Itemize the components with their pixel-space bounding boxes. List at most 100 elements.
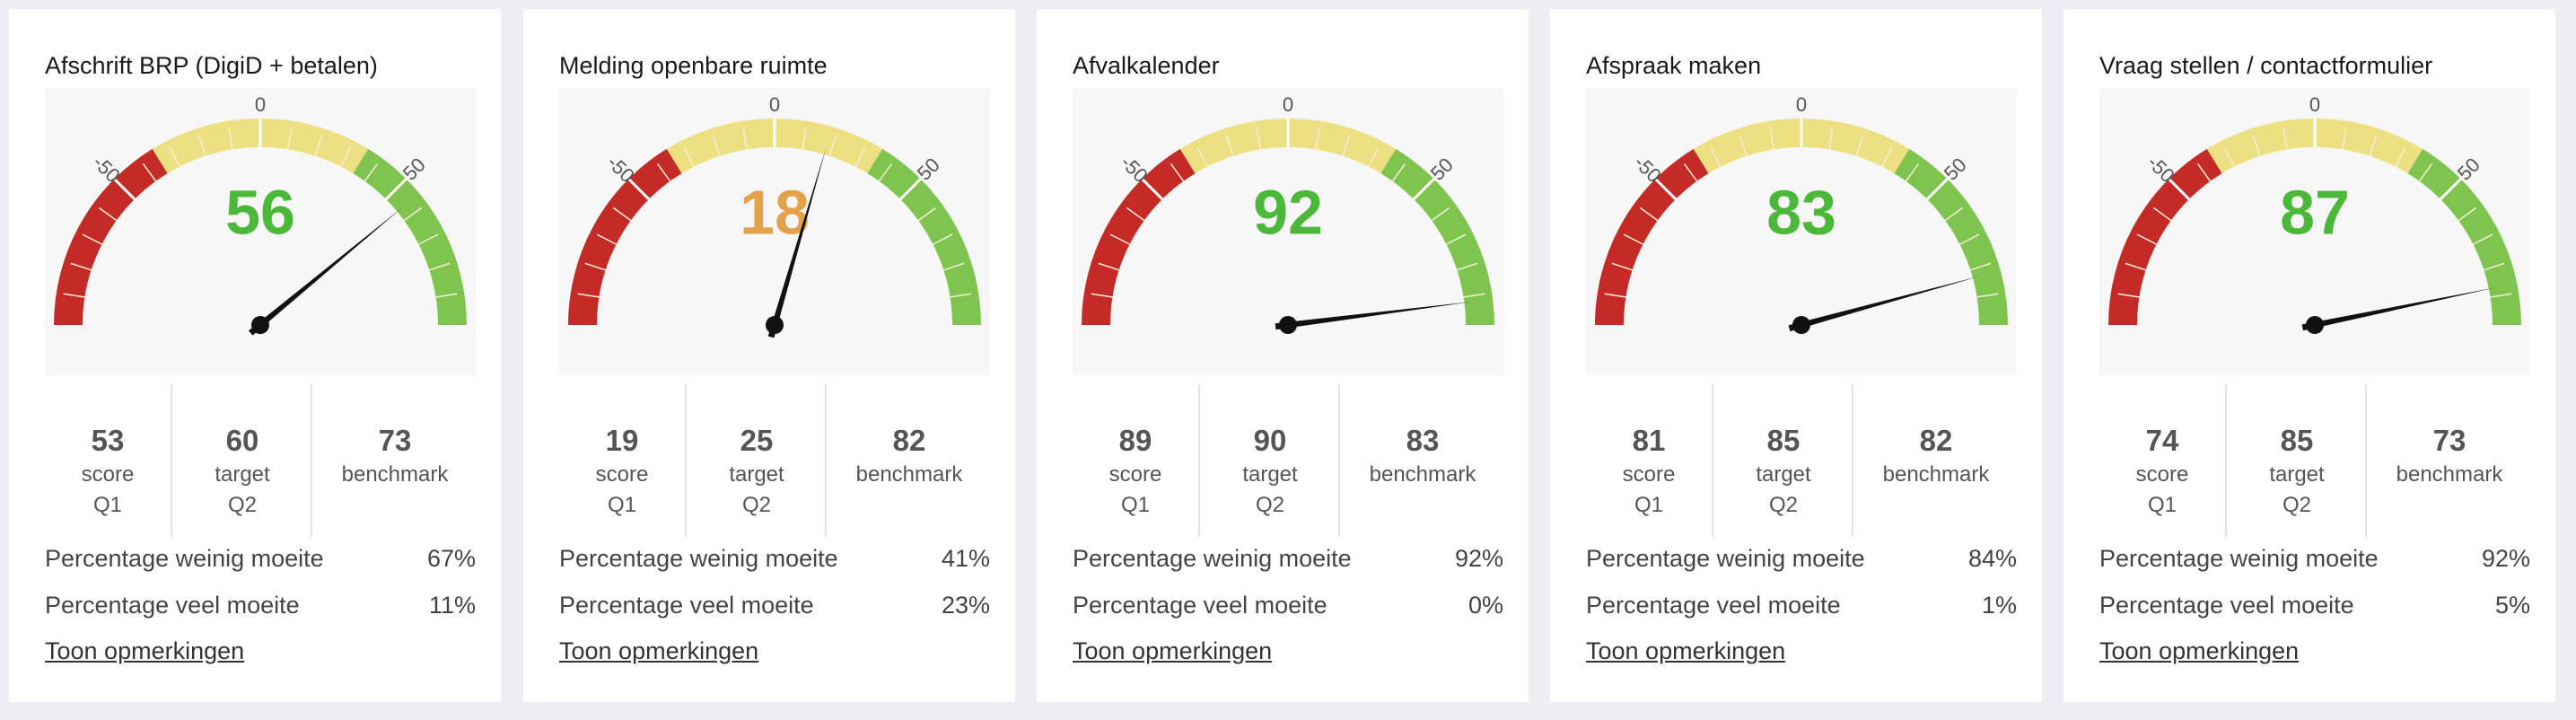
gauge-tick	[2473, 233, 2493, 245]
gauge-tick	[1970, 262, 1992, 271]
score-column: 89 score Q1	[1073, 384, 1198, 537]
gauge-tick	[2136, 233, 2157, 245]
gauge-tick	[683, 146, 695, 167]
target-period: Q2	[1255, 493, 1284, 517]
gauge-pivot	[251, 316, 269, 334]
stat-label: Percentage veel moeite	[45, 592, 300, 619]
score-row: 53 score Q1 60 target Q2 73 benchmark	[45, 384, 476, 537]
gauge-tick	[429, 262, 451, 271]
gauge-tick	[2418, 162, 2433, 182]
gauge-tick	[1342, 135, 1351, 156]
show-comments-link[interactable]: Toon opmerkingen	[559, 637, 759, 664]
gauge-pivot	[2306, 316, 2324, 334]
gauge-needle	[2301, 287, 2496, 331]
target-column: 85 target Q2	[1712, 384, 1853, 537]
score-period: Q1	[607, 493, 636, 517]
score-period: Q1	[1634, 493, 1663, 517]
gauge-tick	[63, 293, 85, 298]
show-comments-link[interactable]: Toon opmerkingen	[2099, 637, 2300, 664]
gauge-tick	[1463, 293, 1485, 298]
gauge-tick-label: 0	[1796, 93, 1807, 116]
score-column: 81 score Q1	[1586, 384, 1712, 537]
gauge-tick	[2458, 206, 2477, 222]
gauge-tick	[113, 178, 136, 201]
gauge-tick	[1225, 135, 1234, 156]
stat-value: 41%	[941, 545, 990, 572]
gauge-tick	[898, 178, 922, 201]
gauge-tick	[228, 127, 233, 150]
gauge-needle	[248, 206, 403, 336]
stat-low-effort: Percentage weinig moeite 41%	[559, 545, 990, 581]
gauge-needle	[767, 147, 827, 338]
benchmark-column: 82 benchmark	[1852, 384, 2019, 537]
gauge-tick	[1639, 206, 1659, 222]
target-period: Q2	[227, 493, 257, 517]
gauge-tick-label: 0	[769, 93, 780, 116]
gauge-tick	[1457, 262, 1478, 271]
gauge-chart: -50 0 50 18	[559, 88, 990, 375]
gauge-band-positive	[867, 148, 981, 326]
gauge-band-positive	[1894, 148, 2008, 326]
gauge-band-negative	[2108, 148, 2222, 326]
gauge-pivot	[1792, 316, 1810, 334]
gauge-card: Afspraak maken -50 0 50 83 81 score Q1 85 target Q…	[1550, 9, 2042, 702]
gauge-tick	[142, 162, 157, 182]
gauge-tick	[802, 127, 807, 150]
stat-high-effort: Percentage veel moeite 1%	[1586, 592, 2017, 628]
gauge-tick	[287, 127, 293, 150]
gauge-tick	[943, 262, 965, 271]
gauge-tick	[1431, 206, 1450, 222]
benchmark-value: 82	[1919, 424, 1953, 457]
gauge-tick	[2342, 127, 2347, 150]
show-comments-link[interactable]: Toon opmerkingen	[1073, 637, 1273, 664]
gauge-chart: -50 0 50 92	[1073, 88, 1503, 375]
stat-low-effort: Percentage weinig moeite 92%	[1073, 545, 1503, 581]
benchmark-value: 73	[2432, 424, 2466, 457]
card-title: Afschrift BRP (DigiD + betalen)	[45, 52, 378, 79]
gauge-tick	[1683, 162, 1698, 182]
gauge-tick	[950, 293, 972, 298]
target-period: Q2	[2282, 493, 2311, 517]
gauge-pivot	[766, 316, 784, 334]
gauge-value: 87	[2280, 177, 2350, 247]
gauge-tick	[656, 162, 671, 182]
target-label: target	[1756, 462, 1811, 487]
stat-value: 23%	[941, 592, 990, 619]
gauge-card: Afvalkalender -50 0 50 92 89 score Q1 90 target Q2…	[1037, 9, 1529, 702]
gauge-tick	[2223, 146, 2235, 167]
gauge-tick	[1976, 293, 1999, 298]
gauge-band-positive	[2407, 148, 2521, 326]
gauge-tick	[340, 146, 352, 167]
gauge-band-negative	[1082, 148, 1196, 326]
benchmark-column: 83 benchmark	[1338, 384, 1505, 537]
stat-value: 67%	[426, 545, 476, 572]
gauge-tick	[612, 206, 632, 222]
score-period: Q1	[2147, 493, 2177, 517]
gauge-tick	[1412, 178, 1435, 201]
score-column: 53 score Q1	[45, 384, 171, 537]
target-value: 25	[740, 424, 774, 457]
gauge-tick	[2490, 293, 2512, 298]
show-comments-link[interactable]: Toon opmerkingen	[1586, 637, 1786, 664]
gauge-tick	[1446, 233, 1467, 245]
gauge-tick	[2117, 293, 2140, 298]
stat-low-effort: Percentage weinig moeite 92%	[2099, 545, 2530, 581]
benchmark-label: benchmark	[341, 462, 449, 487]
gauge-tick	[384, 178, 407, 201]
gauge-tick	[878, 162, 893, 182]
gauge-chart: -50 0 50 83	[1586, 88, 2017, 375]
target-column: 90 target Q2	[1198, 384, 1340, 537]
score-label: score	[2135, 462, 2189, 487]
gauge-tick	[742, 127, 748, 150]
score-label: score	[595, 462, 649, 487]
stat-label: Percentage weinig moeite	[1073, 545, 1352, 572]
stat-high-effort: Percentage veel moeite 23%	[559, 592, 990, 628]
card-title: Vraag stellen / contactformulier	[2099, 52, 2433, 79]
benchmark-label: benchmark	[855, 462, 963, 487]
gauge-tick	[314, 135, 323, 156]
score-column: 74 score Q1	[2099, 384, 2225, 537]
stat-label: Percentage weinig moeite	[1586, 545, 1865, 572]
score-row: 74 score Q1 85 target Q2 73 benchmark	[2099, 384, 2530, 537]
score-period: Q1	[1120, 493, 1150, 517]
show-comments-link[interactable]: Toon opmerkingen	[45, 637, 245, 664]
